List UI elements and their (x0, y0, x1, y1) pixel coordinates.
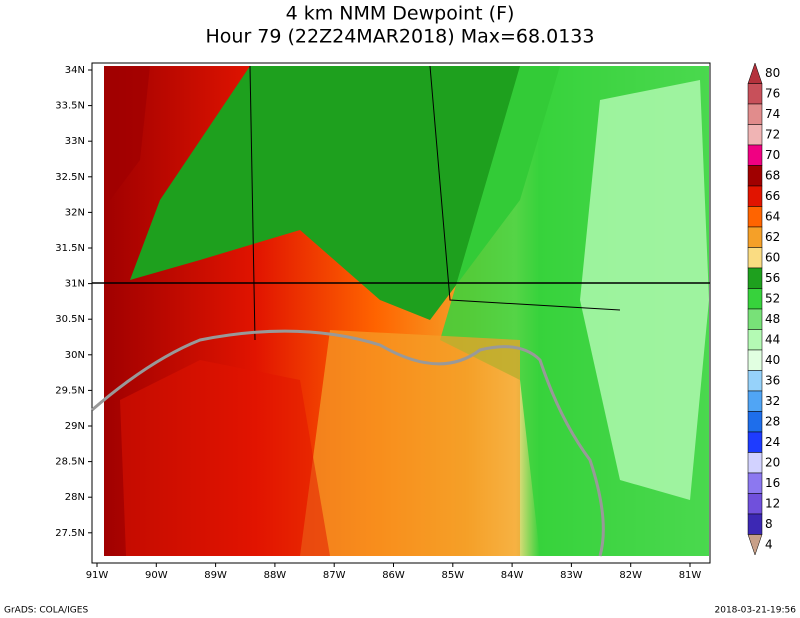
colorbar-box (747, 452, 763, 474)
lon-label: 86W (382, 570, 405, 581)
colorbar-label: 68 (765, 168, 780, 182)
lat-labels: 34N 33.5N 33N 32.5N 32N 31.5N 31N 30.5N 30N 29.5N… (55, 65, 92, 539)
colorbar-label: 8 (765, 517, 773, 531)
lat-label: 30N (65, 350, 85, 361)
colorbar-label: 36 (765, 373, 780, 387)
lat-label: 33N (65, 136, 85, 147)
colorbar-label: 62 (765, 230, 780, 244)
lon-label: 88W (264, 570, 287, 581)
lon-label: 83W (560, 570, 583, 581)
colorbar-label: 70 (765, 148, 780, 162)
colorbar-box (747, 103, 763, 125)
footer-right: 2018-03-21-19:56 (715, 606, 797, 616)
coastline (91, 329, 605, 557)
colorbar-box (747, 206, 763, 228)
colorbar-box (747, 165, 763, 187)
colorbar-label: 76 (765, 86, 780, 100)
colorbar: 8076747270686664626056524844403632282420… (747, 62, 780, 556)
colorbar-box (747, 472, 763, 494)
lon-label: 91W (86, 570, 109, 581)
colorbar-label: 4 (765, 537, 773, 551)
colorbar-box (747, 411, 763, 433)
lat-label: 34N (65, 65, 85, 76)
colorbar-label: 74 (765, 107, 780, 121)
colorbar-label: 44 (765, 332, 780, 346)
light-green-region (580, 80, 709, 500)
orange-region (300, 330, 520, 556)
map-area (91, 62, 711, 564)
lat-label: 28N (65, 492, 85, 503)
colorbar-box (747, 247, 763, 269)
footer-left: GrADS: COLA/IGES (4, 606, 88, 616)
lat-label: 31.5N (55, 243, 85, 254)
colorbar-label: 20 (765, 455, 780, 469)
lat-label: 33.5N (55, 101, 85, 112)
lon-label: 87W (323, 570, 346, 581)
colorbar-label: 48 (765, 312, 780, 326)
colorbar-box (747, 144, 763, 166)
colorbar-label: 80 (765, 66, 780, 80)
colorbar-box (747, 329, 763, 351)
colorbar-box (747, 288, 763, 310)
colorbar-box (747, 431, 763, 453)
colorbar-label: 56 (765, 271, 780, 285)
lat-label: 32N (65, 207, 85, 218)
green-region (130, 66, 560, 320)
lon-label: 89W (204, 570, 227, 581)
red-region (120, 360, 330, 556)
colorbar-label: 28 (765, 414, 780, 428)
lon-label: 81W (679, 570, 702, 581)
colorbar-box (747, 185, 763, 207)
lon-label: 85W (441, 570, 464, 581)
subtitle: Hour 79 (22Z24MAR2018) Max=68.0133 (206, 26, 595, 48)
dark-red-region (104, 66, 150, 200)
colorbar-label: 64 (765, 209, 780, 223)
colorbar-cap (747, 534, 763, 556)
lat-label: 30.5N (55, 314, 85, 325)
title: 4 km NMM Dewpoint (F) (286, 3, 515, 25)
lon-label: 82W (619, 570, 642, 581)
colorbar-box (747, 267, 763, 289)
colorbar-label: 66 (765, 189, 780, 203)
colorbar-box (747, 370, 763, 392)
colorbar-box (747, 308, 763, 330)
lon-label: 90W (145, 570, 168, 581)
lat-label: 28.5N (55, 457, 85, 468)
colorbar-box (747, 349, 763, 371)
colorbar-box (747, 390, 763, 412)
colorbar-box (747, 83, 763, 105)
colorbar-box (747, 513, 763, 535)
state-border (249, 65, 621, 341)
lat-label: 29.5N (55, 385, 85, 396)
lon-labels: 91W 90W 89W 88W 87W 86W 85W 84W 83W 82W 81W (86, 563, 702, 581)
colorbar-label: 40 (765, 353, 780, 367)
colorbar-cap (747, 62, 763, 84)
colorbar-box (747, 124, 763, 146)
colorbar-label: 16 (765, 476, 780, 490)
colorbar-label: 24 (765, 435, 780, 449)
colorbar-label: 12 (765, 496, 780, 510)
colorbar-box (747, 493, 763, 515)
lat-label: 32.5N (55, 172, 85, 183)
lat-label: 29N (65, 421, 85, 432)
lat-label: 31N (65, 279, 85, 290)
colorbar-label: 72 (765, 127, 780, 141)
colorbar-label: 52 (765, 291, 780, 305)
lon-label: 84W (501, 570, 524, 581)
colorbar-label: 32 (765, 394, 780, 408)
colorbar-box (747, 226, 763, 248)
colorbar-label: 60 (765, 250, 780, 264)
lat-label: 27.5N (55, 528, 85, 539)
